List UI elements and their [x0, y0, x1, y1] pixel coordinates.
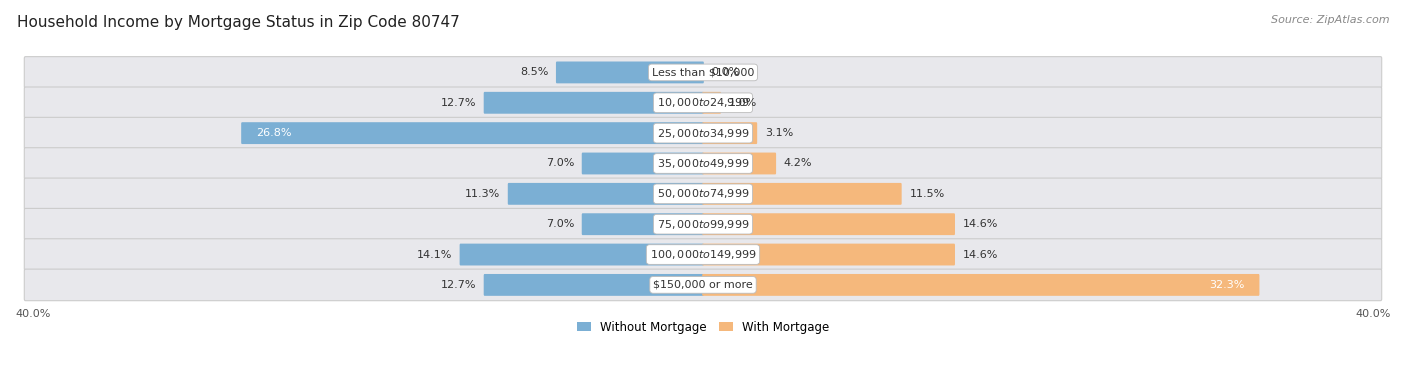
FancyBboxPatch shape	[24, 87, 1382, 118]
Text: Household Income by Mortgage Status in Zip Code 80747: Household Income by Mortgage Status in Z…	[17, 15, 460, 30]
FancyBboxPatch shape	[702, 153, 776, 175]
Text: $75,000 to $99,999: $75,000 to $99,999	[657, 218, 749, 231]
Text: $150,000 or more: $150,000 or more	[654, 280, 752, 290]
Text: 14.6%: 14.6%	[963, 219, 998, 229]
FancyBboxPatch shape	[24, 57, 1382, 88]
FancyBboxPatch shape	[24, 178, 1382, 210]
FancyBboxPatch shape	[24, 148, 1382, 179]
Text: 14.6%: 14.6%	[963, 250, 998, 259]
Text: 12.7%: 12.7%	[440, 98, 477, 108]
FancyBboxPatch shape	[484, 274, 704, 296]
FancyBboxPatch shape	[702, 92, 721, 114]
FancyBboxPatch shape	[24, 117, 1382, 149]
FancyBboxPatch shape	[242, 122, 704, 144]
Text: 26.8%: 26.8%	[256, 128, 291, 138]
Text: 11.5%: 11.5%	[910, 189, 945, 199]
Text: 1.0%: 1.0%	[728, 98, 756, 108]
Text: 40.0%: 40.0%	[15, 309, 51, 319]
FancyBboxPatch shape	[582, 153, 704, 175]
Text: 0.0%: 0.0%	[711, 67, 740, 77]
Text: 32.3%: 32.3%	[1209, 280, 1244, 290]
FancyBboxPatch shape	[508, 183, 704, 205]
Text: $50,000 to $74,999: $50,000 to $74,999	[657, 187, 749, 200]
Text: 8.5%: 8.5%	[520, 67, 548, 77]
Text: $100,000 to $149,999: $100,000 to $149,999	[650, 248, 756, 261]
Text: Less than $10,000: Less than $10,000	[652, 67, 754, 77]
FancyBboxPatch shape	[24, 269, 1382, 301]
FancyBboxPatch shape	[702, 183, 901, 205]
FancyBboxPatch shape	[460, 244, 704, 265]
FancyBboxPatch shape	[702, 213, 955, 235]
Text: 7.0%: 7.0%	[546, 219, 574, 229]
FancyBboxPatch shape	[702, 244, 955, 265]
Legend: Without Mortgage, With Mortgage: Without Mortgage, With Mortgage	[576, 320, 830, 334]
FancyBboxPatch shape	[582, 213, 704, 235]
FancyBboxPatch shape	[555, 61, 704, 83]
Text: 7.0%: 7.0%	[546, 158, 574, 169]
Text: $25,000 to $34,999: $25,000 to $34,999	[657, 127, 749, 139]
Text: 11.3%: 11.3%	[465, 189, 501, 199]
FancyBboxPatch shape	[24, 239, 1382, 270]
Text: 4.2%: 4.2%	[783, 158, 813, 169]
FancyBboxPatch shape	[702, 274, 1260, 296]
FancyBboxPatch shape	[702, 122, 758, 144]
FancyBboxPatch shape	[24, 208, 1382, 240]
Text: $10,000 to $24,999: $10,000 to $24,999	[657, 96, 749, 109]
Text: 12.7%: 12.7%	[440, 280, 477, 290]
Text: 40.0%: 40.0%	[1355, 309, 1391, 319]
Text: 14.1%: 14.1%	[416, 250, 451, 259]
Text: 3.1%: 3.1%	[765, 128, 793, 138]
FancyBboxPatch shape	[484, 92, 704, 114]
Text: Source: ZipAtlas.com: Source: ZipAtlas.com	[1271, 15, 1389, 25]
Text: $35,000 to $49,999: $35,000 to $49,999	[657, 157, 749, 170]
